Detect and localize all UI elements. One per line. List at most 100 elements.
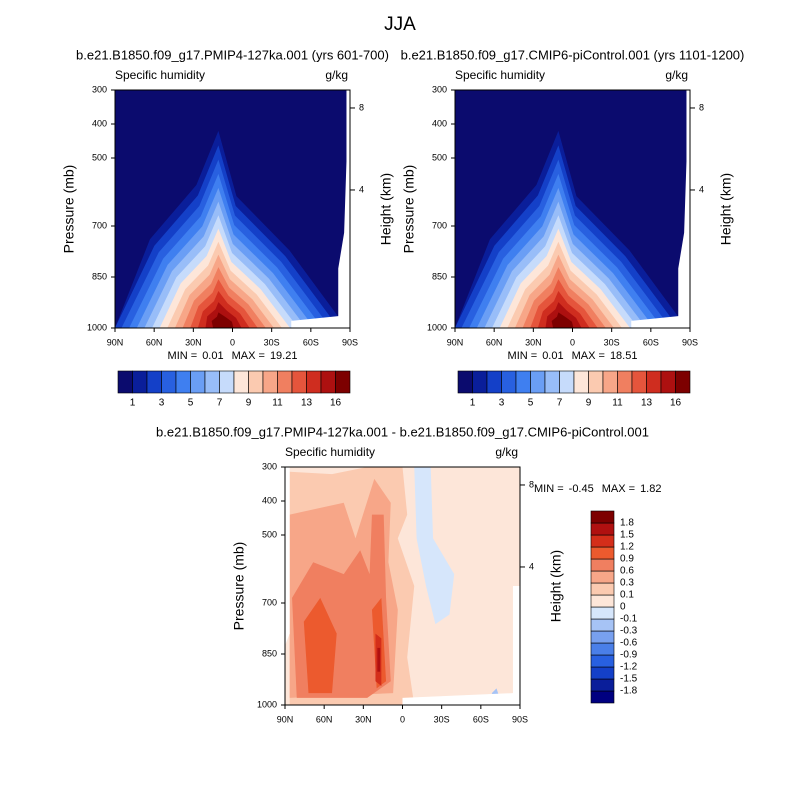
panel: b.e21.B1850.f09_g17.PMIP4-127ka.001 - b.… bbox=[156, 424, 661, 724]
colorbar-label: -0.1 bbox=[620, 614, 638, 625]
colorbar-box bbox=[602, 370, 618, 394]
colorbar-box bbox=[559, 370, 575, 394]
colorbar-box bbox=[530, 370, 546, 394]
colorbar-label: 1.8 bbox=[620, 518, 634, 529]
x-tick-label: 90S bbox=[342, 337, 358, 347]
y-tick-label: 500 bbox=[432, 152, 447, 162]
colorbar-box bbox=[175, 370, 191, 394]
y2-axis-label: Height (km) bbox=[378, 173, 394, 245]
y-tick-label: 500 bbox=[92, 152, 107, 162]
contour-band bbox=[631, 90, 690, 328]
contour-band bbox=[377, 647, 381, 672]
y-axis-label: Pressure (mb) bbox=[231, 542, 247, 631]
colorbar-box bbox=[117, 370, 133, 394]
contour-band bbox=[211, 312, 234, 328]
colorbar-label: 16 bbox=[670, 398, 682, 409]
contour-band bbox=[414, 467, 455, 625]
colorbar-label: 1.5 bbox=[620, 530, 634, 541]
contour-band bbox=[303, 597, 337, 694]
colorbar-box bbox=[306, 370, 322, 394]
x-tick-label: 0 bbox=[230, 337, 235, 347]
colorbar-box bbox=[146, 370, 162, 394]
colorbar-box bbox=[233, 370, 249, 394]
contour-field bbox=[455, 90, 690, 328]
x-tick-label: 60N bbox=[486, 337, 503, 347]
colorbar-box bbox=[617, 370, 633, 394]
y2-tick-label: 4 bbox=[529, 561, 534, 571]
x-tick-label: 60S bbox=[303, 337, 319, 347]
y-tick-label: 1000 bbox=[257, 699, 277, 709]
y-tick-label: 1000 bbox=[87, 322, 107, 332]
colorbar-label: 3 bbox=[499, 398, 505, 409]
colorbar-label: -0.6 bbox=[620, 638, 638, 649]
colorbar-box bbox=[590, 678, 615, 692]
min-max-part: 0.01 bbox=[202, 350, 223, 362]
subtitle-left: Specific humidity bbox=[285, 445, 375, 459]
colorbar-label: 11 bbox=[612, 398, 623, 409]
y-tick-label: 850 bbox=[92, 271, 107, 281]
min-max-part: -0.45 bbox=[569, 483, 594, 495]
y-tick-label: 400 bbox=[432, 118, 447, 128]
colorbar-label: 0.1 bbox=[620, 590, 634, 601]
colorbar-box bbox=[132, 370, 148, 394]
colorbar-box bbox=[277, 370, 293, 394]
colorbar-box bbox=[544, 370, 560, 394]
colorbar-box bbox=[590, 690, 615, 704]
colorbar-box bbox=[590, 570, 615, 584]
colorbar-label: 0 bbox=[620, 602, 626, 613]
colorbar-label: 1 bbox=[130, 398, 136, 409]
min-max: MIN = 0.01 MAX = 19.21 bbox=[168, 350, 298, 362]
min-max-part: 0.01 bbox=[542, 350, 563, 362]
y-tick-label: 300 bbox=[92, 84, 107, 94]
colorbar-label: 3 bbox=[159, 398, 165, 409]
x-tick-label: 30N bbox=[355, 714, 372, 724]
y-tick-label: 700 bbox=[92, 220, 107, 230]
colorbar-label: -1.8 bbox=[620, 686, 638, 697]
colorbar-box bbox=[515, 370, 531, 394]
y2-tick-label: 4 bbox=[359, 184, 364, 194]
x-tick-label: 90N bbox=[107, 337, 124, 347]
y-tick-label: 300 bbox=[432, 84, 447, 94]
subtitle-left: Specific humidity bbox=[115, 68, 205, 82]
min-max-part: MAX = bbox=[602, 483, 635, 495]
min-max-part: MIN = bbox=[534, 483, 564, 495]
colorbar-label: 5 bbox=[188, 398, 194, 409]
colorbar-box bbox=[590, 546, 615, 560]
colorbar-label: 0.6 bbox=[620, 566, 634, 577]
colorbar-box bbox=[501, 370, 517, 394]
colorbar-box bbox=[291, 370, 307, 394]
x-tick-label: 60N bbox=[316, 714, 333, 724]
x-tick-label: 30S bbox=[264, 337, 280, 347]
colorbar-box bbox=[590, 534, 615, 548]
x-tick-label: 30S bbox=[434, 714, 450, 724]
y-tick-label: 850 bbox=[432, 271, 447, 281]
contour-field bbox=[115, 90, 350, 328]
colorbar-label: 11 bbox=[272, 398, 283, 409]
colorbar-box bbox=[204, 370, 220, 394]
contour-field bbox=[285, 467, 520, 705]
panel: b.e21.B1850.f09_g17.PMIP4-127ka.001 (yrs… bbox=[61, 47, 394, 408]
colorbar-box bbox=[590, 582, 615, 596]
colorbar-box bbox=[590, 606, 615, 620]
x-tick-label: 90N bbox=[447, 337, 464, 347]
panel-title: b.e21.B1850.f09_g17.CMIP6-piControl.001 … bbox=[401, 47, 745, 62]
x-tick-label: 30N bbox=[185, 337, 202, 347]
y-tick-label: 850 bbox=[262, 648, 277, 658]
x-tick-label: 60S bbox=[473, 714, 489, 724]
colorbar-box bbox=[320, 370, 336, 394]
colorbar-box bbox=[588, 370, 604, 394]
colorbar-label: 0.9 bbox=[620, 554, 634, 565]
y-axis-label: Pressure (mb) bbox=[401, 165, 417, 254]
min-max-part: MIN = bbox=[508, 350, 538, 362]
colorbar-box bbox=[590, 594, 615, 608]
min-max-part: 18.51 bbox=[610, 350, 638, 362]
panel-title: b.e21.B1850.f09_g17.PMIP4-127ka.001 (yrs… bbox=[76, 47, 389, 62]
y-tick-label: 400 bbox=[262, 495, 277, 505]
colorbar-box bbox=[590, 510, 615, 524]
x-tick-label: 60N bbox=[146, 337, 163, 347]
figure-title: JJA bbox=[384, 14, 416, 35]
contour-band bbox=[291, 90, 350, 328]
x-tick-label: 60S bbox=[643, 337, 659, 347]
colorbar-box bbox=[248, 370, 264, 394]
colorbar-box bbox=[472, 370, 488, 394]
